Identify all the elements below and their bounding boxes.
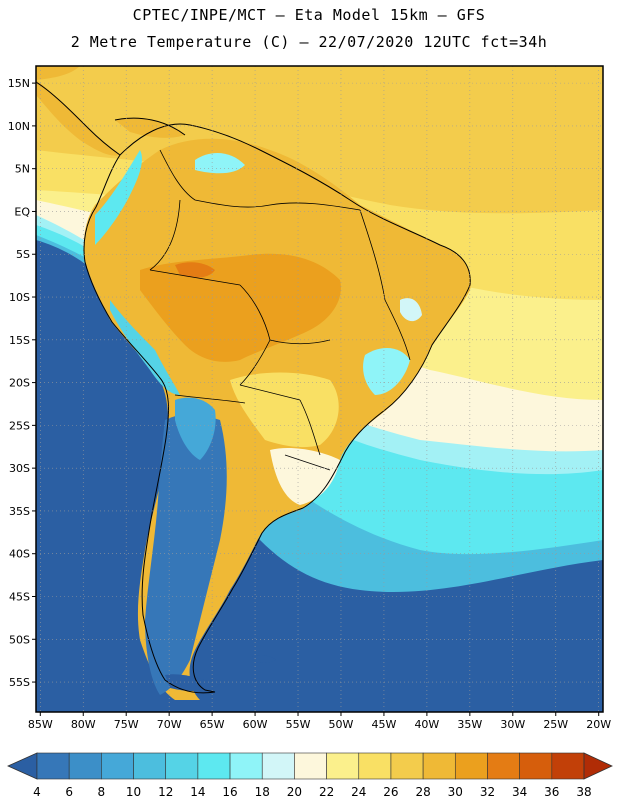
map-title-line1: CPTEC/INPE/MCT – Eta Model 15km – GFS bbox=[132, 6, 486, 24]
lon-tick-label: 35W bbox=[457, 718, 482, 731]
graticule bbox=[36, 66, 603, 712]
colorbar-cell bbox=[326, 752, 360, 780]
south-america-coastline bbox=[83, 123, 471, 694]
colorbar-max-arrow bbox=[583, 752, 613, 780]
colorbar-label: 32 bbox=[480, 785, 495, 799]
lon-tick-label: 20W bbox=[586, 718, 611, 731]
lat-tick-label: EQ bbox=[14, 205, 30, 218]
lat-tick-label: 10S bbox=[9, 291, 30, 304]
colorbar-label: 4 bbox=[33, 785, 41, 799]
map-frame bbox=[35, 65, 604, 713]
lon-tick-label: 70W bbox=[157, 718, 182, 731]
colorbar-cell bbox=[229, 752, 263, 780]
lon-tick-label: 25W bbox=[543, 718, 568, 731]
colorbar-label: 30 bbox=[448, 785, 463, 799]
colorbar-label: 24 bbox=[351, 785, 366, 799]
central-america-coastline bbox=[36, 81, 186, 156]
colorbar-cell bbox=[101, 752, 134, 780]
colorbar-cell bbox=[133, 752, 167, 780]
field-hottest-core bbox=[140, 253, 341, 362]
lat-tick-label: 45S bbox=[9, 590, 30, 603]
colorbar-label: 10 bbox=[126, 785, 141, 799]
lat-tick-label: 50S bbox=[9, 633, 30, 646]
lat-tick-label: 25S bbox=[9, 419, 30, 432]
field-andes-north bbox=[95, 150, 142, 245]
lon-tick-label: 80W bbox=[71, 718, 96, 731]
field-andes-central bbox=[110, 300, 180, 395]
colorbar-cell bbox=[165, 752, 199, 780]
colorbar-cell bbox=[68, 752, 102, 780]
colorbar-cell bbox=[197, 752, 231, 780]
colorbar-label: 12 bbox=[158, 785, 173, 799]
longitude-ticks: 85W 80W 75W 70W 65W 60W 55W 50W 45W 40W 35W 30W 25W 2… bbox=[28, 712, 611, 731]
lat-tick-label: 15S bbox=[9, 334, 30, 347]
colorbar bbox=[7, 752, 613, 780]
colorbar-cell bbox=[519, 752, 553, 780]
colorbar-cell bbox=[261, 752, 295, 780]
colorbar-labels: 4 6 8 10 12 14 16 18 20 22 24 26 28 30 32 34 36 38 bbox=[33, 785, 591, 799]
lat-tick-label: 10N bbox=[8, 120, 30, 133]
colorbar-cell bbox=[422, 752, 456, 780]
colorbar-cell bbox=[294, 752, 327, 780]
colorbar-cell bbox=[36, 752, 70, 780]
colorbar-label: 14 bbox=[190, 785, 205, 799]
lon-tick-label: 40W bbox=[414, 718, 439, 731]
lat-tick-label: 30S bbox=[9, 462, 30, 475]
lon-tick-label: 30W bbox=[500, 718, 525, 731]
colorbar-cell bbox=[358, 752, 392, 780]
colorbar-cell bbox=[390, 752, 424, 780]
lat-tick-label: 20S bbox=[9, 377, 30, 390]
lon-tick-label: 50W bbox=[329, 718, 354, 731]
colorbar-label: 8 bbox=[98, 785, 106, 799]
lon-tick-label: 65W bbox=[200, 718, 225, 731]
lat-tick-label: 55S bbox=[9, 676, 30, 689]
lon-tick-label: 60W bbox=[243, 718, 268, 731]
field-patagonia-cold bbox=[145, 414, 227, 695]
colorbar-label: 16 bbox=[222, 785, 237, 799]
lat-tick-label: 5N bbox=[15, 163, 30, 176]
lat-tick-label: 35S bbox=[9, 505, 30, 518]
latitude-ticks: 15N 10N 5N EQ 5S 10S 15S 20S 25S 30S 35S 40S 45S 50S 5… bbox=[8, 77, 36, 689]
temperature-field bbox=[36, 66, 603, 712]
lat-tick-label: 15N bbox=[8, 77, 30, 90]
colorbar-label: 36 bbox=[544, 785, 559, 799]
colorbar-cell bbox=[551, 752, 585, 780]
lon-tick-label: 45W bbox=[371, 718, 396, 731]
colorbar-label: 26 bbox=[383, 785, 398, 799]
colorbar-label: 28 bbox=[415, 785, 430, 799]
map-title-line2: 2 Metre Temperature (C) – 22/07/2020 12U… bbox=[70, 33, 548, 51]
colorbar-cell bbox=[454, 752, 488, 780]
colorbar-label: 22 bbox=[319, 785, 334, 799]
lon-tick-label: 85W bbox=[28, 718, 53, 731]
colorbar-label: 6 bbox=[65, 785, 73, 799]
colorbar-label: 18 bbox=[255, 785, 270, 799]
lon-tick-label: 55W bbox=[286, 718, 311, 731]
colorbar-label: 34 bbox=[512, 785, 527, 799]
lat-tick-label: 40S bbox=[9, 548, 30, 561]
colorbar-cell bbox=[487, 752, 520, 780]
colorbar-label: 20 bbox=[287, 785, 302, 799]
lon-tick-label: 75W bbox=[114, 718, 139, 731]
colorbar-min-arrow bbox=[7, 752, 38, 780]
colorbar-label: 38 bbox=[576, 785, 591, 799]
lat-tick-label: 5S bbox=[16, 248, 30, 261]
